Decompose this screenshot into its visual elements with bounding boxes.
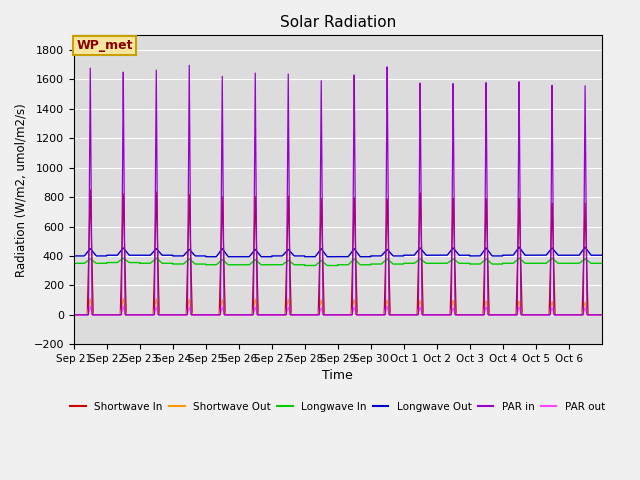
Shortwave Out	[508, 312, 516, 318]
Shortwave Out	[179, 312, 187, 318]
PAR out	[522, 312, 530, 318]
Shortwave Out	[385, 308, 393, 314]
PAR in	[483, 103, 490, 109]
Text: WP_met: WP_met	[76, 39, 133, 52]
PAR in	[598, 312, 605, 318]
Longwave Out	[522, 252, 530, 258]
PAR out	[598, 312, 605, 318]
Longwave In	[301, 263, 308, 268]
Legend: Shortwave In, Shortwave Out, Longwave In, Longwave Out, PAR in, PAR out: Shortwave In, Shortwave Out, Longwave In…	[67, 398, 609, 416]
PAR out	[179, 312, 187, 318]
PAR out	[508, 312, 516, 318]
Shortwave Out	[86, 296, 94, 301]
Line: Longwave In: Longwave In	[74, 258, 602, 265]
Shortwave In	[86, 187, 94, 193]
Longwave Out	[508, 252, 516, 258]
PAR in	[179, 312, 187, 318]
Longwave In	[120, 255, 127, 261]
PAR in	[508, 312, 516, 318]
Longwave In	[357, 262, 365, 268]
PAR in	[357, 312, 365, 318]
PAR out	[70, 312, 77, 318]
Longwave In	[522, 261, 530, 266]
Line: Longwave Out: Longwave Out	[74, 247, 602, 257]
Longwave In	[179, 261, 187, 267]
Shortwave Out	[483, 299, 490, 305]
Y-axis label: Radiation (W/m2, umol/m2/s): Radiation (W/m2, umol/m2/s)	[15, 103, 28, 276]
X-axis label: Time: Time	[323, 370, 353, 383]
PAR out	[483, 305, 490, 311]
Longwave In	[509, 261, 516, 266]
Longwave Out	[581, 244, 589, 250]
Longwave Out	[483, 245, 490, 251]
Line: Shortwave In: Shortwave In	[74, 190, 602, 315]
Shortwave Out	[357, 312, 365, 318]
PAR in	[70, 312, 77, 318]
Longwave Out	[202, 254, 209, 260]
Longwave In	[483, 256, 490, 262]
PAR out	[385, 312, 393, 318]
Shortwave Out	[598, 312, 605, 318]
Longwave In	[598, 261, 605, 266]
Title: Solar Radiation: Solar Radiation	[280, 15, 396, 30]
PAR out	[357, 312, 365, 318]
Line: PAR out: PAR out	[74, 306, 602, 315]
Longwave Out	[179, 253, 187, 259]
Line: PAR in: PAR in	[74, 65, 602, 315]
Shortwave In	[522, 312, 530, 318]
Shortwave In	[357, 312, 365, 318]
Longwave In	[386, 258, 394, 264]
Shortwave In	[598, 312, 605, 318]
Line: Shortwave Out: Shortwave Out	[74, 299, 602, 315]
Shortwave Out	[522, 312, 530, 318]
Longwave Out	[385, 249, 393, 255]
Shortwave In	[179, 312, 187, 318]
PAR out	[86, 303, 94, 309]
Shortwave In	[508, 312, 516, 318]
Shortwave Out	[70, 312, 77, 318]
PAR in	[385, 312, 393, 318]
Shortwave In	[483, 203, 490, 209]
Shortwave In	[385, 283, 393, 289]
Longwave Out	[598, 252, 605, 258]
Longwave Out	[70, 253, 77, 259]
Longwave Out	[357, 254, 365, 260]
Shortwave In	[70, 312, 77, 318]
Longwave In	[70, 261, 77, 266]
PAR in	[186, 62, 193, 68]
PAR in	[522, 312, 530, 318]
